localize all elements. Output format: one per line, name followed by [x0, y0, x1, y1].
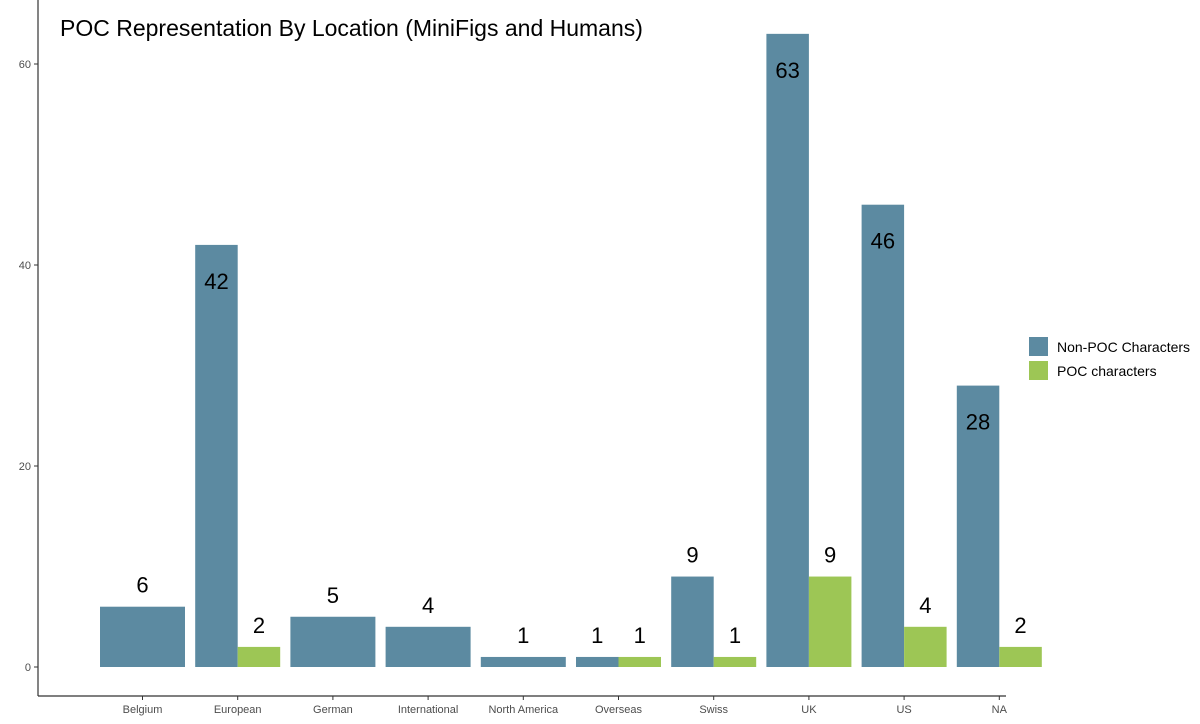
- bar-value-label: 2: [253, 613, 265, 638]
- bar-na-non-poc-characters: [956, 385, 1000, 667]
- bar-overseas-poc-characters: [618, 656, 661, 667]
- chart-title: POC Representation By Location (MiniFigs…: [60, 15, 643, 41]
- bar-european-non-poc-characters: [195, 244, 238, 667]
- bar-belgium-non-poc-characters: [100, 606, 185, 667]
- bar-value-label: 28: [966, 410, 990, 435]
- bar-international-non-poc-characters: [385, 626, 471, 667]
- bar-german-non-poc-characters: [290, 616, 376, 667]
- legend-swatch-poc-characters: [1029, 361, 1048, 380]
- x-tick-label: UK: [801, 704, 817, 716]
- bar-swiss-poc-characters: [713, 656, 757, 667]
- bar-value-label: 2: [1014, 613, 1026, 638]
- bar-us-poc-characters: [904, 626, 947, 667]
- bar-value-label: 5: [327, 583, 339, 608]
- bars: [100, 33, 1042, 668]
- bar-north-america-non-poc-characters: [480, 656, 566, 667]
- legend: Non-POC Characters POC characters: [1029, 337, 1190, 380]
- bar-na-poc-characters: [999, 646, 1042, 667]
- bar-value-label: 63: [775, 58, 799, 83]
- x-tick-label: European: [214, 704, 262, 716]
- bar-value-label: 9: [686, 543, 698, 568]
- x-tick-label: Overseas: [595, 704, 643, 716]
- x-tick-label: Belgium: [123, 704, 163, 716]
- bar-value-label: 4: [422, 593, 434, 618]
- x-tick-label: International: [398, 704, 459, 716]
- bar-value-label: 4: [919, 593, 931, 618]
- bar-value-label: 9: [824, 543, 836, 568]
- y-tick-label: 60: [19, 59, 31, 71]
- bar-uk-non-poc-characters: [766, 33, 809, 668]
- y-axis-ticks: 0 20 40 60: [19, 59, 38, 674]
- bar-value-label: 46: [871, 229, 895, 254]
- axes: [37, 0, 1006, 697]
- bar-value-label: 1: [517, 623, 529, 648]
- bar-swiss-non-poc-characters: [671, 576, 714, 667]
- y-tick-label: 40: [19, 260, 31, 272]
- bar-value-label: 1: [591, 623, 603, 648]
- bar-us-non-poc-characters: [861, 204, 905, 667]
- x-tick-label: North America: [488, 704, 559, 716]
- bar-european-poc-characters: [237, 646, 281, 667]
- x-tick-label: NA: [992, 704, 1008, 716]
- legend-swatch-non-poc-characters: [1029, 337, 1048, 356]
- bar-overseas-non-poc-characters: [576, 656, 619, 667]
- x-tick-label: German: [313, 704, 353, 716]
- bar-value-label: 1: [729, 623, 741, 648]
- x-axis-ticks: Belgium European German International North …: [123, 696, 1008, 716]
- bar-value-label: 42: [204, 269, 228, 294]
- legend-label: POC characters: [1057, 363, 1157, 379]
- y-tick-label: 0: [25, 662, 31, 674]
- bar-value-labels: 6 42 2 5 4 1 1 1 9 1 63 9 46 4 28 2: [136, 58, 1026, 648]
- bar-value-label: 6: [136, 573, 148, 598]
- x-tick-label: Swiss: [699, 704, 728, 716]
- y-tick-label: 20: [19, 461, 31, 473]
- bar-value-label: 1: [634, 623, 646, 648]
- legend-label: Non-POC Characters: [1057, 339, 1190, 355]
- bar-uk-poc-characters: [808, 576, 852, 667]
- x-tick-label: US: [896, 704, 911, 716]
